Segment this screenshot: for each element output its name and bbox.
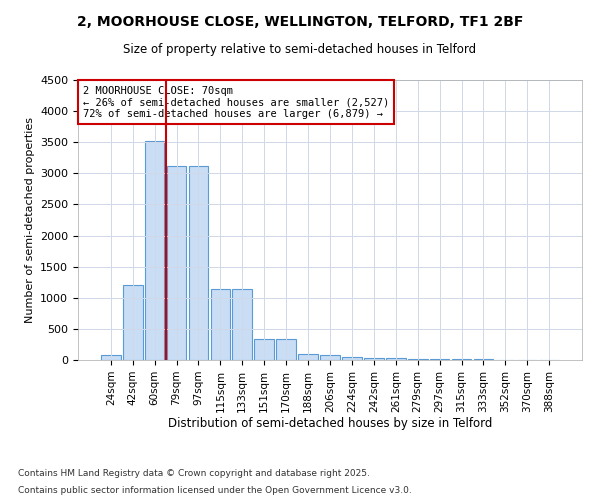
Bar <box>167 166 187 360</box>
Bar <box>342 357 362 360</box>
X-axis label: Distribution of semi-detached houses by size in Telford: Distribution of semi-detached houses by … <box>168 418 492 430</box>
Bar <box>232 289 252 360</box>
Bar <box>408 359 428 360</box>
Bar <box>188 166 208 360</box>
Text: Contains HM Land Registry data © Crown copyright and database right 2025.: Contains HM Land Registry data © Crown c… <box>18 468 370 477</box>
Text: 2 MOORHOUSE CLOSE: 70sqm
← 26% of semi-detached houses are smaller (2,527)
72% o: 2 MOORHOUSE CLOSE: 70sqm ← 26% of semi-d… <box>83 86 389 119</box>
Bar <box>430 359 449 360</box>
Text: Size of property relative to semi-detached houses in Telford: Size of property relative to semi-detach… <box>124 42 476 56</box>
Bar <box>364 358 384 360</box>
Text: 2, MOORHOUSE CLOSE, WELLINGTON, TELFORD, TF1 2BF: 2, MOORHOUSE CLOSE, WELLINGTON, TELFORD,… <box>77 15 523 29</box>
Bar <box>276 339 296 360</box>
Bar <box>320 356 340 360</box>
Y-axis label: Number of semi-detached properties: Number of semi-detached properties <box>25 117 35 323</box>
Bar <box>298 354 318 360</box>
Bar <box>101 356 121 360</box>
Bar <box>145 141 164 360</box>
Bar <box>254 339 274 360</box>
Bar <box>211 289 230 360</box>
Text: Contains public sector information licensed under the Open Government Licence v3: Contains public sector information licen… <box>18 486 412 495</box>
Bar <box>123 286 143 360</box>
Bar <box>386 358 406 360</box>
